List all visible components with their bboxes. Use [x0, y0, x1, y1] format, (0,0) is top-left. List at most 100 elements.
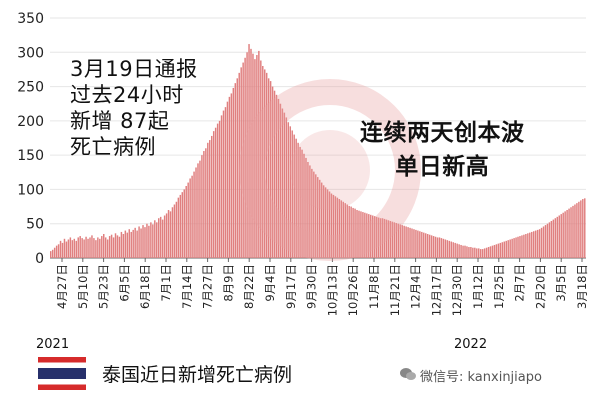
- bar: [311, 168, 313, 258]
- y-tick-label: 0: [35, 251, 44, 267]
- bar: [281, 108, 284, 258]
- bar: [201, 155, 203, 258]
- x-tick-label: 3月18日: [575, 264, 589, 309]
- bar: [360, 211, 362, 258]
- bar: [57, 244, 60, 258]
- bar: [293, 134, 295, 258]
- bar: [211, 135, 213, 258]
- bar: [103, 234, 105, 258]
- bar: [279, 103, 282, 259]
- bar: [275, 94, 278, 258]
- bar: [552, 219, 555, 258]
- bar: [478, 248, 480, 258]
- bar: [269, 81, 272, 258]
- bar: [136, 230, 138, 258]
- bar: [73, 238, 76, 258]
- bar: [336, 197, 339, 258]
- bar: [171, 207, 174, 258]
- bar: [163, 215, 166, 258]
- bar: [534, 230, 537, 258]
- bar: [50, 251, 52, 258]
- bar: [438, 237, 441, 258]
- bar: [495, 244, 498, 258]
- bar: [193, 171, 195, 258]
- bar: [216, 123, 219, 258]
- bar: [177, 197, 180, 258]
- bar: [491, 245, 494, 258]
- bar: [101, 236, 103, 258]
- bar: [97, 237, 99, 258]
- bar: [185, 186, 187, 258]
- bar: [264, 69, 266, 259]
- bar: [181, 192, 184, 258]
- bar: [538, 229, 541, 258]
- bar: [53, 247, 56, 258]
- bar: [454, 242, 456, 258]
- bar: [562, 212, 564, 258]
- bar: [576, 203, 578, 258]
- note-right-line-2: 单日新高: [395, 154, 490, 180]
- bar: [165, 213, 168, 258]
- bar: [218, 120, 221, 258]
- bar: [546, 223, 549, 258]
- bar: [364, 212, 366, 258]
- bar: [283, 112, 286, 258]
- bar: [324, 187, 327, 258]
- x-tick-label: 5月10日: [76, 264, 90, 309]
- bar: [238, 72, 240, 258]
- bar: [497, 243, 500, 258]
- bar: [415, 229, 417, 258]
- bar: [452, 242, 454, 258]
- bar: [460, 244, 462, 258]
- bar: [417, 230, 419, 258]
- bar: [132, 229, 134, 258]
- bar: [104, 237, 107, 258]
- bar: [411, 228, 413, 258]
- bar: [267, 78, 270, 258]
- bar: [409, 227, 411, 258]
- bar: [244, 57, 246, 258]
- bar: [126, 232, 129, 258]
- bar: [342, 201, 345, 258]
- bar: [403, 225, 405, 258]
- wechat-icon: [400, 368, 416, 380]
- bar: [362, 212, 364, 258]
- note-left-line-4: 死亡病例: [70, 135, 156, 159]
- bar: [521, 235, 523, 258]
- bar: [371, 215, 374, 258]
- note-left-line-2: 过去24小时: [70, 83, 184, 107]
- bar: [305, 157, 307, 258]
- bar: [344, 203, 346, 258]
- bar: [509, 239, 511, 258]
- bar: [385, 219, 388, 258]
- bar: [354, 208, 356, 258]
- bar: [67, 239, 70, 258]
- bar: [373, 216, 376, 258]
- bar: [69, 237, 72, 258]
- note-right: 连续两天创本波 单日新高: [360, 116, 525, 184]
- bar: [395, 223, 398, 258]
- bar: [474, 247, 476, 258]
- bar: [413, 229, 415, 258]
- bar: [118, 236, 121, 258]
- bar: [140, 228, 142, 258]
- bar: [572, 205, 574, 258]
- bar: [291, 130, 293, 258]
- bar: [318, 179, 321, 258]
- x-tick-label: 8月22日: [242, 264, 256, 309]
- bar: [503, 241, 506, 258]
- bar: [226, 101, 229, 258]
- x-tick-label: 12月4日: [409, 264, 423, 309]
- bar: [517, 236, 519, 258]
- x-tick-label: 3月5日: [554, 264, 568, 302]
- bar: [154, 220, 156, 258]
- y-tick-label: 300: [17, 45, 44, 61]
- bar: [381, 218, 384, 258]
- bar: [483, 248, 486, 258]
- bar: [550, 220, 553, 258]
- bar: [387, 220, 390, 258]
- bar: [199, 160, 201, 258]
- bar: [250, 48, 252, 258]
- bar: [161, 219, 164, 258]
- bar: [515, 237, 517, 258]
